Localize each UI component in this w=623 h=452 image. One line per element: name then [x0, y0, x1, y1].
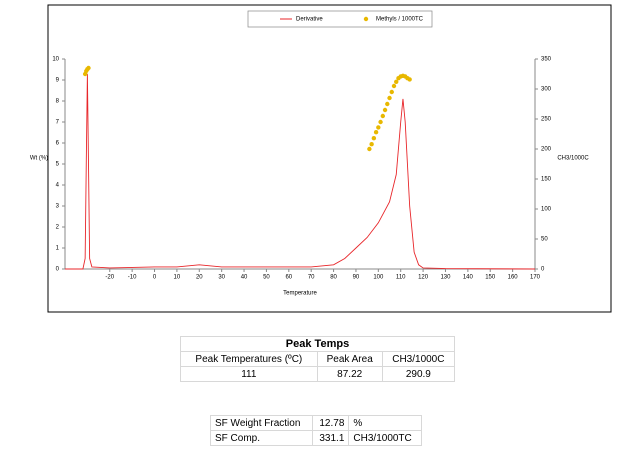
y2-axis-label: CH3/1000C [557, 156, 589, 162]
x-tick-label: 90 [353, 275, 360, 281]
table-cell: 331.1 [311, 430, 350, 446]
scatter-point [382, 107, 388, 113]
y2-tick-label: 50 [541, 237, 548, 243]
y-tick-label: 3 [56, 204, 60, 210]
x-tick-label: 70 [308, 275, 315, 281]
x-tick-label: 30 [218, 275, 225, 281]
x-tick-label: 110 [396, 275, 406, 281]
table-cell: 87.22 [316, 366, 383, 382]
x-tick-label: 150 [485, 275, 496, 281]
scatter-point [380, 113, 386, 119]
scatter-point [367, 146, 372, 152]
scatter-point [369, 142, 374, 147]
x-tick-label: 20 [196, 275, 203, 281]
y-tick-label: 4 [56, 183, 60, 189]
y2-tick-label: 300 [541, 87, 552, 93]
table-cell: 111 [180, 366, 318, 382]
x-tick-label: 80 [330, 275, 337, 281]
scatter-point [394, 79, 399, 85]
scatter-point [391, 83, 397, 89]
x-tick-label: -20 [105, 275, 114, 281]
scatter-point [407, 77, 412, 82]
scatter-point [378, 119, 383, 125]
table-header: Peak Temperatures (ºC) [180, 351, 318, 367]
x-tick-label: 50 [263, 275, 270, 281]
scatter-point [373, 130, 379, 135]
y-tick-label: 1 [56, 246, 60, 252]
x-tick-label: 160 [508, 275, 519, 281]
y-tick-label: 8 [56, 99, 60, 105]
y-tick-label: 10 [52, 57, 59, 63]
y2-tick-label: 200 [541, 147, 552, 153]
x-tick-label: 40 [241, 275, 248, 281]
legend-label: Methyls / 1000TC [376, 17, 424, 23]
x-tick-label: 120 [418, 275, 429, 281]
scatter-point [371, 136, 377, 141]
table-cell: % [348, 415, 422, 431]
sf-table: SF Weight Fraction 12.78% SF Comp. 331.1 CH… [210, 415, 422, 446]
x-axis-label: Temperature [283, 291, 317, 297]
y-tick-label: 2 [56, 225, 60, 231]
peak-table: Peak Temps Peak Temperatures (ºC) Peak Ar… [180, 336, 456, 382]
x-tick-label: 0 [153, 275, 157, 281]
table-cell: SF Weight Fraction [210, 415, 313, 431]
y2-tick-label: 0 [541, 267, 545, 273]
y2-tick-label: 350 [541, 57, 552, 63]
y-tick-label: 7 [56, 120, 60, 126]
y-tick-label: 6 [56, 141, 60, 147]
scatter-point [385, 101, 390, 107]
y-tick-label: 5 [56, 162, 60, 168]
x-tick-label: 170 [530, 275, 541, 281]
x-tick-label: 60 [285, 275, 292, 281]
scatter-point [387, 95, 392, 101]
x-tick-label: -10 [128, 275, 137, 281]
table-cell: SF Comp. [210, 430, 313, 446]
table-header: CH3/1000C [381, 351, 456, 367]
table-title: Peak Temps [180, 336, 455, 352]
y2-tick-label: 150 [541, 177, 552, 183]
table-cell: 12.78 [311, 415, 350, 431]
table-cell: CH3/1000TC [348, 430, 422, 446]
legend-label: Derivative [296, 17, 323, 23]
chart: Wt (%) CH3/1000C Temperature -20 -10 0 10 20… [30, 4, 612, 313]
x-tick-label: 10 [174, 275, 181, 281]
x-tick-label: 130 [440, 275, 451, 281]
scatter-point [389, 89, 394, 95]
table-cell: 290.9 [381, 366, 456, 382]
legend-box [247, 10, 433, 28]
scatter-point [86, 65, 91, 71]
y-tick-label: 0 [56, 267, 60, 273]
legend-swatch [363, 16, 369, 22]
y-axis-label: Wt (%) [30, 156, 48, 162]
table-header: Peak Area [316, 351, 383, 367]
x-tick-label: 100 [373, 275, 384, 281]
y2-tick-label: 100 [541, 207, 552, 213]
series-line [65, 73, 536, 270]
y-tick-label: 9 [56, 78, 60, 84]
chart-frame [47, 4, 612, 313]
x-tick-label: 140 [463, 275, 474, 281]
scatter-point [376, 125, 381, 130]
y2-tick-label: 250 [541, 117, 552, 123]
